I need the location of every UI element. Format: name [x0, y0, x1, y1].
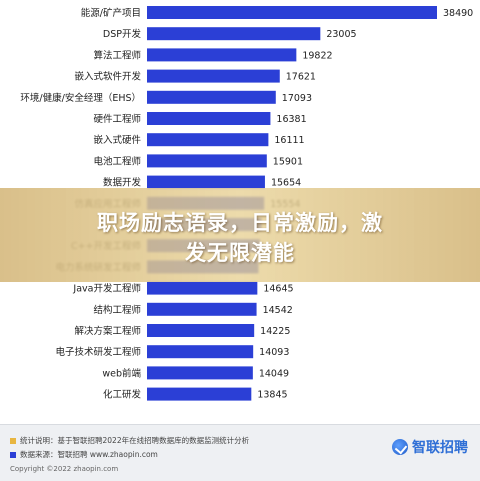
bar-15: [147, 324, 255, 337]
bar-5: [147, 112, 271, 125]
value-label-3: 17621: [286, 72, 316, 83]
statistics-note-text: 统计说明：基于智联招聘2022年在线招聘数据库的数据监测统计分析: [20, 436, 250, 445]
bar-2: [147, 48, 297, 62]
bar-1: [147, 27, 321, 41]
category-label-6: 嵌入式硬件: [93, 134, 141, 146]
value-label-7: 15901: [273, 156, 303, 167]
category-label-0: 能源/矿产项目: [81, 7, 141, 19]
source-note-text: 数据来源：智联招聘 www.zhaopin.com: [20, 450, 158, 459]
value-label-6: 16111: [274, 135, 304, 146]
bar-6: [147, 133, 269, 147]
category-label-18: 化工研发: [103, 389, 142, 401]
category-label-5: 硬件工程师: [93, 113, 141, 125]
value-label-2: 19822: [302, 50, 332, 61]
category-label-1: DSP开发: [103, 28, 142, 40]
value-label-4: 17093: [282, 93, 312, 104]
value-label-16: 14093: [259, 347, 289, 358]
category-label-8: 数据开发: [103, 177, 142, 189]
zhaopin-logo-icon: [392, 439, 408, 455]
value-label-15: 14225: [260, 326, 290, 337]
note-yellow-marker-icon: [10, 438, 16, 444]
source-note: 数据来源：智联招聘 www.zhaopin.com: [10, 449, 158, 460]
bar-16: [147, 345, 254, 359]
bar-14: [147, 302, 257, 316]
category-label-3: 嵌入式软件开发: [74, 71, 141, 83]
value-label-1: 23005: [326, 29, 356, 40]
bar-8: [147, 175, 265, 189]
value-label-0: 38490: [443, 8, 473, 19]
copyright-note: Copyright ©2022 zhaopin.com: [10, 465, 119, 473]
category-label-13: Java开发工程师: [72, 283, 141, 295]
value-label-17: 14049: [259, 368, 289, 379]
bar-0: [147, 6, 437, 19]
value-label-18: 13845: [257, 390, 287, 401]
category-label-14: 结构工程师: [93, 304, 141, 316]
brand-logo: 智联招聘: [392, 437, 468, 457]
bar-3: [147, 69, 280, 83]
statistics-note: 统计说明：基于智联招聘2022年在线招聘数据库的数据监测统计分析: [10, 435, 249, 446]
bar-13: [147, 281, 258, 295]
bar-18: [147, 387, 252, 401]
bar-4: [147, 90, 276, 104]
value-label-13: 14645: [263, 284, 293, 295]
overlay-title: 职场励志语录，日常激励，激 发无限潜能: [0, 208, 480, 268]
category-label-15: 解决方案工程师: [74, 325, 141, 337]
chart-footer: 统计说明：基于智联招聘2022年在线招聘数据库的数据监测统计分析 数据来源：智联…: [0, 424, 480, 481]
category-label-17: web前端: [102, 367, 141, 379]
bar-7: [147, 154, 267, 168]
overlay-title-line2: 发无限潜能: [185, 241, 295, 265]
overlay-title-line1: 职场励志语录，日常激励，激: [97, 211, 383, 235]
value-label-8: 15654: [271, 178, 301, 189]
value-label-14: 14542: [263, 305, 293, 316]
category-label-7: 电池工程师: [93, 155, 141, 167]
overlay-banner: [0, 188, 480, 282]
value-label-5: 16381: [276, 114, 306, 125]
bar-17: [147, 366, 253, 380]
category-label-2: 算法工程师: [93, 49, 141, 61]
category-label-4: 环境/健康/安全经理（EHS）: [20, 92, 141, 104]
category-label-16: 电子技术研发工程师: [55, 346, 141, 358]
brand-name: 智联招聘: [412, 440, 468, 456]
note-blue-marker-icon: [10, 452, 16, 458]
